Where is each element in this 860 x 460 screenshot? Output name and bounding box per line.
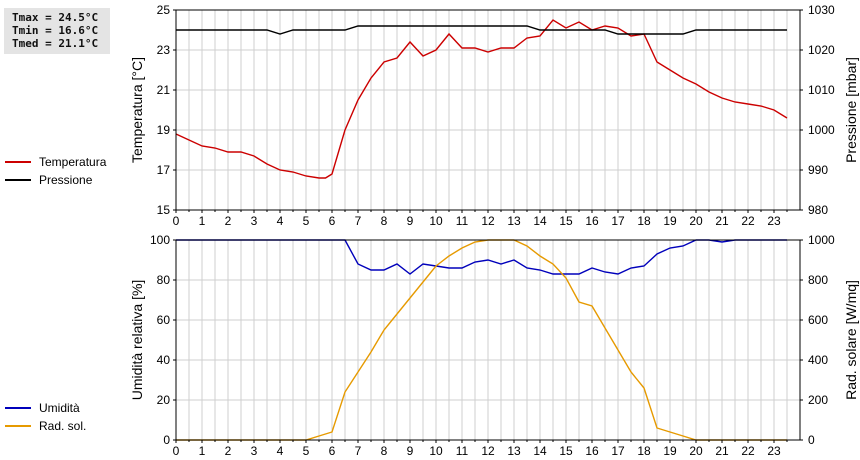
x-tick-label: 18 — [637, 214, 651, 228]
x-tick-label: 20 — [689, 444, 703, 458]
legend-swatch-umidita — [5, 407, 31, 409]
x-tick-label: 21 — [715, 214, 729, 228]
y-tick-label-left: 19 — [157, 123, 171, 137]
x-tick-label: 1 — [199, 214, 206, 228]
x-tick-label: 8 — [381, 444, 388, 458]
x-tick-label: 13 — [507, 444, 521, 458]
x-tick-label: 10 — [429, 444, 443, 458]
y-tick-label-right: 1030 — [808, 3, 835, 17]
x-tick-label: 11 — [456, 214, 469, 228]
y-tick-label-right: 200 — [808, 393, 828, 407]
series-line-pressione — [176, 25, 787, 35]
y-tick-label-left: 15 — [157, 203, 171, 217]
y-tick-label-left: 80 — [157, 273, 171, 287]
x-tick-label: 0 — [173, 214, 180, 228]
y-tick-label-right: 400 — [808, 353, 828, 367]
stats-box: Tmax = 24.5°C Tmin = 16.6°C Tmed = 21.1°… — [4, 8, 110, 54]
stat-tmin: Tmin = 16.6°C — [12, 24, 99, 37]
x-tick-label: 5 — [303, 444, 310, 458]
y-tick-label-right: 1010 — [808, 83, 835, 97]
x-tick-label: 23 — [767, 444, 781, 458]
x-tick-label: 19 — [663, 444, 677, 458]
x-tick-label: 16 — [585, 444, 599, 458]
x-tick-label: 22 — [741, 214, 755, 228]
x-tick-label: 13 — [507, 214, 521, 228]
x-tick-label: 17 — [611, 214, 625, 228]
x-tick-label: 12 — [481, 444, 495, 458]
x-tick-label: 18 — [637, 444, 651, 458]
y-tick-label-left: 23 — [157, 43, 171, 57]
series-line-rad-sol — [176, 239, 787, 441]
x-tick-label: 21 — [715, 444, 729, 458]
y-tick-label-right: 1020 — [808, 43, 835, 57]
y-axis-title-left: Temperatura [°C] — [129, 57, 145, 163]
y-axis-title-right: Rad. solare [W/mq] — [843, 280, 859, 400]
y-tick-label-right: 1000 — [808, 233, 835, 247]
x-tick-label: 11 — [456, 444, 469, 458]
series-line-umidita — [176, 239, 787, 275]
stat-tmed: Tmed = 21.1°C — [12, 37, 99, 50]
y-tick-label-left: 100 — [150, 233, 170, 247]
legend-label-temperatura: Temperatura — [39, 155, 107, 169]
x-tick-label: 1 — [199, 444, 206, 458]
legend-label-pressione: Pressione — [39, 173, 93, 187]
x-tick-label: 6 — [329, 444, 336, 458]
x-tick-label: 2 — [225, 214, 232, 228]
x-tick-label: 6 — [329, 214, 336, 228]
x-tick-label: 17 — [611, 444, 625, 458]
x-tick-label: 2 — [225, 444, 232, 458]
x-tick-label: 9 — [407, 214, 414, 228]
y-tick-label-left: 21 — [157, 83, 171, 97]
x-tick-label: 7 — [355, 214, 362, 228]
x-tick-label: 15 — [559, 214, 573, 228]
x-tick-label: 8 — [381, 214, 388, 228]
y-tick-label-left: 60 — [157, 313, 171, 327]
legend-label-rad-sol: Rad. sol. — [39, 419, 87, 433]
x-tick-label: 3 — [251, 444, 258, 458]
x-tick-label: 15 — [559, 444, 573, 458]
x-tick-label: 19 — [663, 214, 677, 228]
legend-swatch-rad-sol — [5, 425, 31, 427]
y-axis-title-right: Pressione [mbar] — [843, 57, 859, 163]
x-tick-label: 5 — [303, 214, 310, 228]
x-tick-label: 14 — [533, 444, 547, 458]
legend-label-umidita: Umidità — [39, 401, 80, 415]
y-tick-label-left: 40 — [157, 353, 171, 367]
stat-tmax: Tmax = 24.5°C — [12, 11, 99, 24]
x-tick-label: 20 — [689, 214, 703, 228]
y-tick-label-left: 25 — [157, 3, 171, 17]
x-tick-label: 9 — [407, 444, 414, 458]
x-tick-label: 4 — [277, 214, 284, 228]
y-tick-label-right: 980 — [808, 203, 828, 217]
y-tick-label-left: 17 — [157, 163, 171, 177]
x-tick-label: 7 — [355, 444, 362, 458]
x-tick-label: 14 — [533, 214, 547, 228]
series-line-temperatura — [175, 19, 788, 179]
x-tick-label: 22 — [741, 444, 755, 458]
x-tick-label: 23 — [767, 214, 781, 228]
y-tick-label-left: 20 — [157, 393, 171, 407]
x-tick-label: 10 — [429, 214, 443, 228]
legend-swatch-pressione — [5, 179, 31, 181]
y-tick-label-right: 1000 — [808, 123, 835, 137]
y-tick-label-right: 600 — [808, 313, 828, 327]
y-axis-title-left: Umidità relativa [%] — [129, 280, 145, 401]
x-tick-label: 0 — [173, 444, 180, 458]
x-tick-label: 12 — [481, 214, 495, 228]
y-tick-label-right: 800 — [808, 273, 828, 287]
y-tick-label-left: 0 — [163, 433, 170, 447]
x-tick-label: 16 — [585, 214, 599, 228]
legend-swatch-temperatura — [5, 161, 31, 163]
y-tick-label-right: 990 — [808, 163, 828, 177]
x-tick-label: 3 — [251, 214, 258, 228]
y-tick-label-right: 0 — [808, 433, 815, 447]
x-tick-label: 4 — [277, 444, 284, 458]
